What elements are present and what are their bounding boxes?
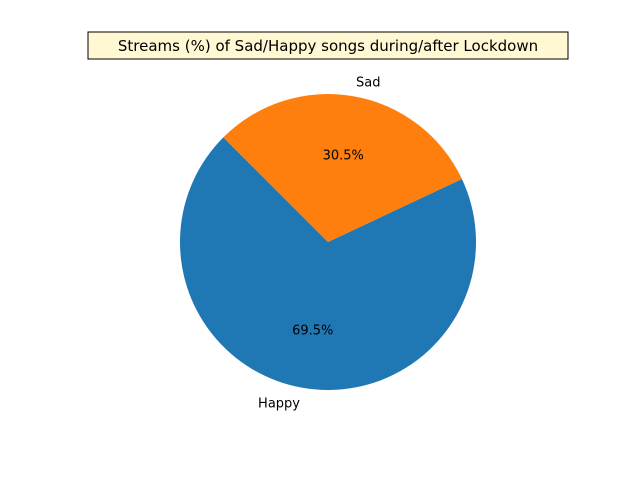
slice-label-happy: Happy: [258, 396, 300, 411]
pie-labels: 69.5% Happy 30.5% Sad: [258, 76, 380, 412]
title-box: [87, 31, 569, 60]
pct-label-sad: 30.5%: [323, 149, 364, 164]
pie-slice-sad: [223, 93, 462, 242]
pie-slices: [180, 93, 477, 391]
chart-title: Streams (%) of Sad/Happy songs during/af…: [118, 37, 538, 55]
pie-slice-happy: [180, 137, 477, 391]
pct-label-happy: 69.5%: [292, 323, 333, 338]
slice-label-sad: Sad: [356, 76, 380, 91]
